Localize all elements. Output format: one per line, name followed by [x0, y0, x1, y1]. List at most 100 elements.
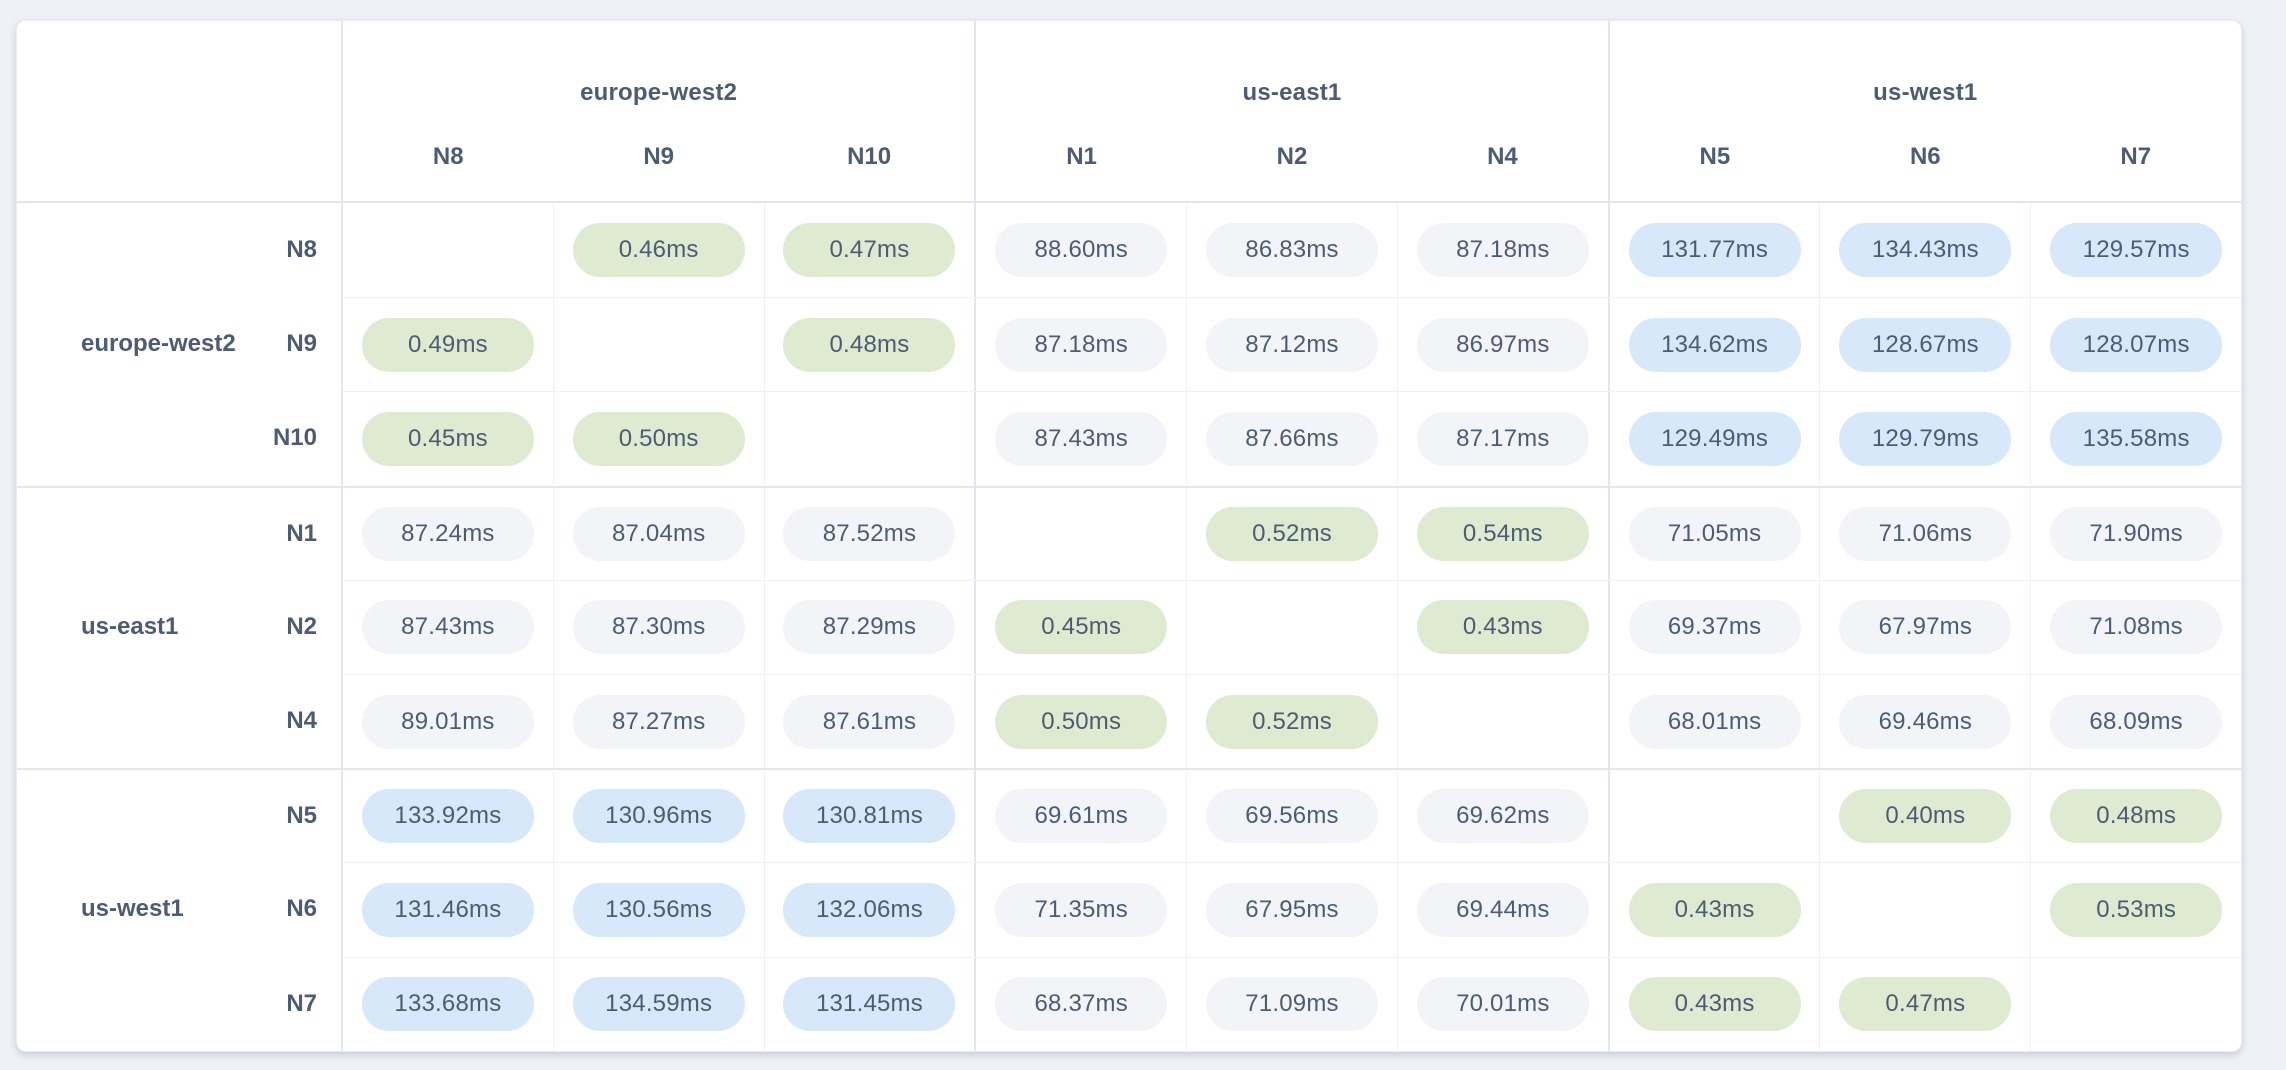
cell-n6-n1: 71.35ms [974, 863, 1186, 957]
latency-pill[interactable]: 0.49ms [361, 317, 534, 372]
cell-n1-n10: 87.52ms [763, 487, 975, 580]
row-header-n9: N9 [286, 330, 317, 358]
row-group-label: us-east1 [81, 612, 179, 640]
latency-pill[interactable]: 0.43ms [1628, 882, 1801, 937]
latency-pill[interactable]: 0.53ms [2050, 882, 2223, 937]
row-cells: 133.68ms 134.59ms 131.45ms 68.37ms 71.09ms 70… [343, 956, 2241, 1051]
latency-pill[interactable]: 134.62ms [1628, 317, 1801, 372]
latency-pill[interactable]: 89.01ms [361, 694, 534, 749]
latency-pill[interactable]: 0.52ms [1206, 506, 1379, 561]
latency-pill[interactable]: 86.97ms [1416, 317, 1589, 372]
cell-n7-n4: 70.01ms [1396, 957, 1608, 1051]
cell-n5-n10: 130.81ms [763, 770, 975, 863]
latency-pill[interactable]: 0.50ms [995, 694, 1168, 749]
cell-n4-n2: 0.52ms [1186, 674, 1397, 769]
cell-n2-n10: 87.29ms [763, 580, 975, 674]
latency-pill[interactable]: 130.81ms [783, 789, 956, 844]
latency-pill[interactable]: 87.52ms [783, 506, 956, 561]
latency-pill[interactable]: 69.56ms [1206, 789, 1379, 844]
cell-n8-n5: 131.77ms [1607, 203, 1820, 298]
latency-pill[interactable]: 133.92ms [361, 789, 534, 844]
latency-pill[interactable]: 87.24ms [361, 506, 534, 561]
latency-pill[interactable]: 87.29ms [783, 600, 956, 655]
latency-pill[interactable]: 0.40ms [1839, 789, 2012, 844]
latency-pill[interactable]: 71.35ms [995, 882, 1168, 937]
latency-pill[interactable]: 130.96ms [572, 789, 745, 844]
cell-n10-n8: 0.45ms [343, 392, 553, 485]
row-label-cell: N4 [17, 673, 343, 769]
latency-pill[interactable]: 69.62ms [1416, 789, 1589, 844]
latency-pill[interactable]: 129.57ms [2050, 223, 2223, 278]
latency-pill[interactable]: 67.97ms [1839, 600, 2012, 655]
latency-pill[interactable]: 135.58ms [2050, 411, 2223, 466]
latency-pill[interactable]: 70.01ms [1416, 977, 1589, 1032]
cell-n1-n4: 0.54ms [1396, 487, 1608, 580]
latency-pill[interactable]: 132.06ms [783, 882, 956, 937]
cell-n9-n9 [552, 298, 764, 392]
row-group-label: us-west1 [81, 895, 184, 923]
latency-pill[interactable]: 0.45ms [361, 411, 534, 466]
latency-pill[interactable]: 87.04ms [572, 506, 745, 561]
latency-pill[interactable]: 87.30ms [572, 600, 745, 655]
matrix-row-n9: europe-west2 N9 0.49ms 0.48ms 87.18ms 87.12ms… [17, 297, 2241, 392]
cell-n9-n8: 0.49ms [343, 298, 553, 391]
latency-pill[interactable]: 71.05ms [1628, 506, 1801, 561]
latency-pill[interactable]: 0.52ms [1206, 694, 1379, 749]
latency-pill[interactable]: 0.54ms [1416, 506, 1589, 561]
latency-pill[interactable]: 87.43ms [995, 411, 1168, 466]
cell-n10-n1: 87.43ms [974, 392, 1186, 486]
latency-pill[interactable]: 130.56ms [572, 882, 745, 937]
latency-pill[interactable]: 69.37ms [1628, 600, 1801, 655]
cell-n6-n10: 132.06ms [763, 863, 975, 957]
latency-pill[interactable]: 88.60ms [995, 223, 1168, 278]
latency-pill[interactable]: 0.47ms [1839, 977, 2012, 1032]
latency-pill[interactable]: 87.12ms [1206, 317, 1379, 372]
latency-pill[interactable]: 0.43ms [1416, 600, 1589, 655]
latency-pill[interactable]: 87.17ms [1416, 411, 1589, 466]
latency-pill[interactable]: 69.46ms [1839, 694, 2012, 749]
cell-n9-n2: 87.12ms [1186, 298, 1397, 392]
cell-n9-n6: 128.67ms [1819, 298, 2030, 392]
latency-pill[interactable]: 68.01ms [1628, 694, 1801, 749]
latency-pill[interactable]: 0.48ms [2050, 789, 2223, 844]
latency-pill[interactable]: 69.61ms [995, 789, 1168, 844]
latency-pill[interactable]: 87.18ms [1416, 223, 1589, 278]
latency-pill[interactable]: 67.95ms [1206, 882, 1379, 937]
latency-pill[interactable]: 87.66ms [1206, 411, 1379, 466]
latency-pill[interactable]: 0.50ms [572, 411, 745, 466]
latency-pill[interactable]: 87.43ms [361, 600, 534, 655]
cell-n4-n8: 89.01ms [343, 675, 553, 768]
latency-pill[interactable]: 87.27ms [572, 694, 745, 749]
latency-pill[interactable]: 68.37ms [995, 977, 1168, 1032]
latency-pill[interactable]: 128.07ms [2050, 317, 2223, 372]
latency-pill[interactable]: 131.46ms [361, 882, 534, 937]
latency-pill[interactable]: 71.06ms [1839, 506, 2012, 561]
latency-pill[interactable]: 131.45ms [783, 977, 956, 1032]
cell-n7-n1: 68.37ms [974, 957, 1186, 1051]
latency-pill[interactable]: 134.43ms [1839, 223, 2012, 278]
latency-pill[interactable]: 0.48ms [783, 317, 956, 372]
latency-pill[interactable]: 86.83ms [1206, 223, 1379, 278]
column-header-n10: N10 [847, 143, 892, 170]
latency-pill[interactable]: 0.45ms [995, 600, 1168, 655]
latency-pill[interactable]: 71.90ms [2050, 506, 2223, 561]
cell-n5-n2: 69.56ms [1186, 770, 1397, 863]
latency-pill[interactable]: 131.77ms [1628, 223, 1801, 278]
latency-pill[interactable]: 71.08ms [2050, 600, 2223, 655]
latency-pill[interactable]: 129.49ms [1628, 411, 1801, 466]
latency-pill[interactable]: 0.43ms [1628, 977, 1801, 1032]
latency-pill[interactable]: 128.67ms [1839, 317, 2012, 372]
latency-pill[interactable]: 69.44ms [1416, 882, 1589, 937]
latency-pill[interactable]: 129.79ms [1839, 411, 2012, 466]
latency-pill[interactable]: 134.59ms [572, 977, 745, 1032]
latency-pill[interactable]: 71.09ms [1206, 977, 1379, 1032]
matrix-row-n2: us-east1 N2 87.43ms 87.30ms 87.29ms 0.45ms 0.4… [17, 579, 2241, 674]
cell-n7-n7 [2030, 957, 2241, 1051]
cell-n7-n10: 131.45ms [763, 957, 975, 1051]
latency-pill[interactable]: 87.61ms [783, 694, 956, 749]
latency-pill[interactable]: 0.46ms [572, 223, 745, 278]
latency-pill[interactable]: 133.68ms [361, 977, 534, 1032]
latency-pill[interactable]: 0.47ms [783, 223, 956, 278]
latency-pill[interactable]: 87.18ms [995, 317, 1168, 372]
latency-pill[interactable]: 68.09ms [2050, 694, 2223, 749]
